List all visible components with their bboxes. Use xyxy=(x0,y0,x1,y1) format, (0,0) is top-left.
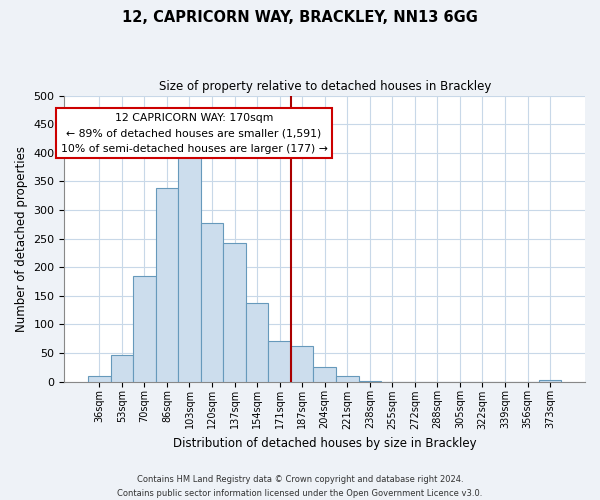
Y-axis label: Number of detached properties: Number of detached properties xyxy=(15,146,28,332)
Text: 12 CAPRICORN WAY: 170sqm
← 89% of detached houses are smaller (1,591)
10% of sem: 12 CAPRICORN WAY: 170sqm ← 89% of detach… xyxy=(61,112,328,154)
Text: Contains HM Land Registry data © Crown copyright and database right 2024.
Contai: Contains HM Land Registry data © Crown c… xyxy=(118,476,482,498)
Bar xyxy=(268,342,291,382)
Bar xyxy=(291,346,313,382)
Title: Size of property relative to detached houses in Brackley: Size of property relative to detached ho… xyxy=(158,80,491,93)
Bar xyxy=(246,302,268,382)
Bar xyxy=(201,222,223,382)
X-axis label: Distribution of detached houses by size in Brackley: Distribution of detached houses by size … xyxy=(173,437,476,450)
Bar xyxy=(223,243,246,382)
Bar xyxy=(110,354,133,382)
Bar xyxy=(359,381,381,382)
Bar xyxy=(178,154,201,382)
Bar xyxy=(88,376,110,382)
Bar xyxy=(336,376,359,382)
Bar xyxy=(313,366,336,382)
Bar xyxy=(133,276,155,382)
Bar xyxy=(539,380,562,382)
Bar xyxy=(155,188,178,382)
Text: 12, CAPRICORN WAY, BRACKLEY, NN13 6GG: 12, CAPRICORN WAY, BRACKLEY, NN13 6GG xyxy=(122,10,478,25)
